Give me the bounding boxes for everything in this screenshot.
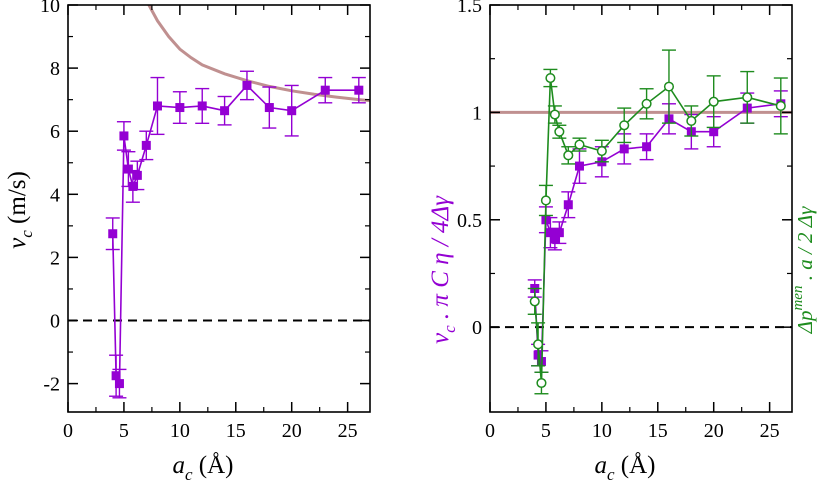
data-point xyxy=(642,142,652,152)
y-tick-label: 4 xyxy=(50,184,60,206)
data-point xyxy=(596,145,607,157)
data-point xyxy=(287,106,297,116)
plot-frame xyxy=(67,4,371,413)
y-tick-label: 6 xyxy=(50,121,60,143)
data-point xyxy=(775,100,786,111)
series-purple xyxy=(527,90,788,373)
data-point xyxy=(545,228,555,238)
data-point xyxy=(563,150,574,161)
plot-frame xyxy=(489,4,793,413)
data-point xyxy=(529,296,540,307)
data-point xyxy=(111,371,121,381)
y-tick-label: 0.5 xyxy=(457,210,482,232)
x-tick-label: 5 xyxy=(541,420,551,442)
data-point xyxy=(141,140,151,150)
x-tick-label: 10 xyxy=(170,420,190,442)
theory-curve xyxy=(147,5,370,103)
data-point xyxy=(108,229,118,239)
x-tick-label: 10 xyxy=(592,420,612,442)
data-point xyxy=(619,144,629,154)
data-point xyxy=(742,92,753,103)
data-point xyxy=(242,80,252,90)
data-point xyxy=(132,170,142,180)
data-point xyxy=(123,164,133,174)
data-point xyxy=(563,200,573,210)
data-point xyxy=(574,139,585,150)
data-point xyxy=(549,109,560,120)
data-point xyxy=(128,181,138,191)
data-point xyxy=(175,103,185,113)
y-tick-label: 0 xyxy=(472,317,482,339)
y-tick-label: 0 xyxy=(50,311,60,333)
data-point xyxy=(554,126,565,137)
data-point xyxy=(554,228,564,238)
data-point xyxy=(641,98,652,109)
right-x-axis-label: ac (Å) xyxy=(594,452,655,484)
axis-labels: ac (Å) ac (Å) vc (m/s) vc . π C η / 4Δγ … xyxy=(4,171,817,484)
y-tick-label: 1.5 xyxy=(457,0,482,17)
data-point xyxy=(533,339,544,350)
data-point xyxy=(574,161,584,171)
x-tick-label: 20 xyxy=(282,420,302,442)
x-tick-label: 0 xyxy=(485,420,495,442)
data-point xyxy=(536,377,547,389)
x-tick-label: 25 xyxy=(338,420,358,442)
x-tick-label: 15 xyxy=(226,420,246,442)
data-point xyxy=(708,96,719,107)
data-point xyxy=(545,72,556,84)
x-tick-label: 5 xyxy=(119,420,129,442)
right-panel: 0 5 10 15 20 25 0 0.5 1 1.5 xyxy=(457,0,793,442)
y-tick-label: -2 xyxy=(43,374,60,396)
data-point xyxy=(119,131,129,141)
y-tick-label: 1 xyxy=(472,102,482,124)
data-point xyxy=(354,85,364,95)
left-panel: 0 5 10 15 20 25 -2 0 2 4 6 8 10 xyxy=(40,0,371,442)
right-y-axis-label-purple: vc . π C η / 4Δγ xyxy=(427,195,459,344)
x-tick-label: 0 xyxy=(63,420,73,442)
data-point xyxy=(550,234,560,244)
left-x-axis-label: ac (Å) xyxy=(172,452,233,484)
x-tick-label: 25 xyxy=(760,420,780,442)
series-green xyxy=(527,49,788,395)
data-point xyxy=(709,127,719,137)
x-tick-label: 20 xyxy=(704,420,724,442)
data-point xyxy=(619,120,630,131)
right-y-axis-label-green: Δpmen . a / 2 Δγ xyxy=(790,206,817,334)
x-tick-label: 15 xyxy=(648,420,668,442)
data-point xyxy=(152,101,162,111)
data-point xyxy=(663,81,675,92)
data-point xyxy=(320,85,330,95)
y-tick-label: 8 xyxy=(50,58,60,80)
y-tick-label: 2 xyxy=(50,247,60,269)
y-tick-label: 10 xyxy=(40,0,60,17)
data-point xyxy=(114,379,124,389)
data-point xyxy=(220,106,230,116)
series-line xyxy=(533,103,781,365)
series-purple xyxy=(105,70,366,399)
data-point xyxy=(686,115,697,127)
series-line xyxy=(111,84,359,384)
data-point xyxy=(197,101,207,111)
data-point xyxy=(264,103,274,113)
data-point xyxy=(540,195,551,206)
left-y-axis-label: vc (m/s) xyxy=(4,171,36,249)
